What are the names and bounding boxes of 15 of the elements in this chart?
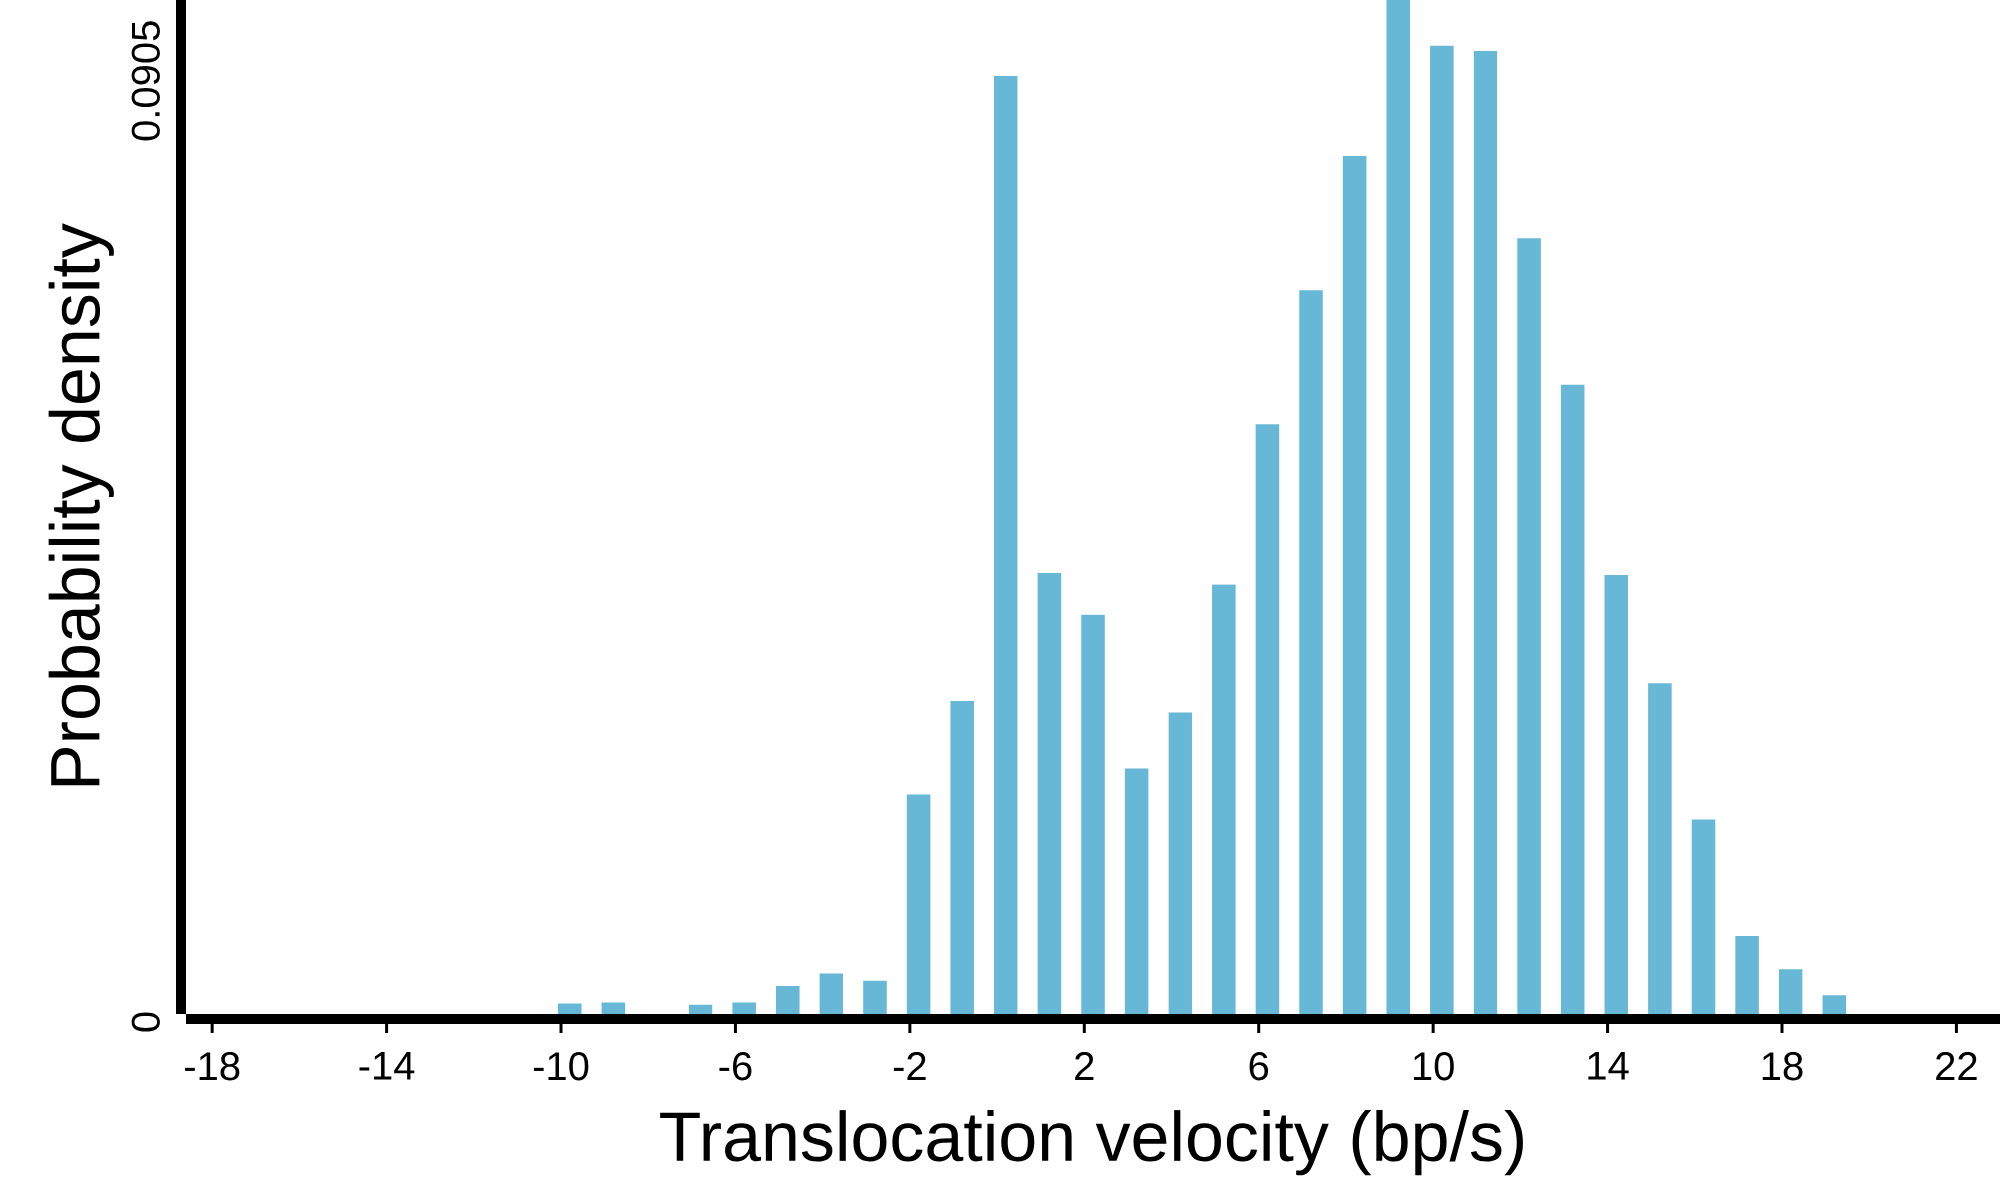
x-tick-label: -14 <box>359 1052 415 1080</box>
x-tick-label: 14 <box>1588 1052 1629 1080</box>
x-tick-label: -10 <box>533 1052 589 1081</box>
x-tick-label: 18 <box>1762 1052 1803 1081</box>
x-tick-label: 22 <box>1936 1052 1977 1080</box>
x-tick-label: 6 <box>1249 1052 1269 1081</box>
y-axis-title: Probability density <box>48 223 114 786</box>
x-tick-label: -18 <box>185 1052 240 1081</box>
x-tick-label: -6 <box>719 1052 752 1081</box>
x-tick-label: -2 <box>893 1052 926 1080</box>
x-tick-label: 2 <box>1075 1052 1094 1080</box>
y-tick-label: 0 <box>131 1012 160 1032</box>
y-tick-label: 0.0905 <box>131 21 160 141</box>
x-tick-label: 10 <box>1413 1052 1454 1081</box>
x-axis-title: Translocation velocity (bp/s) <box>660 1110 1523 1176</box>
